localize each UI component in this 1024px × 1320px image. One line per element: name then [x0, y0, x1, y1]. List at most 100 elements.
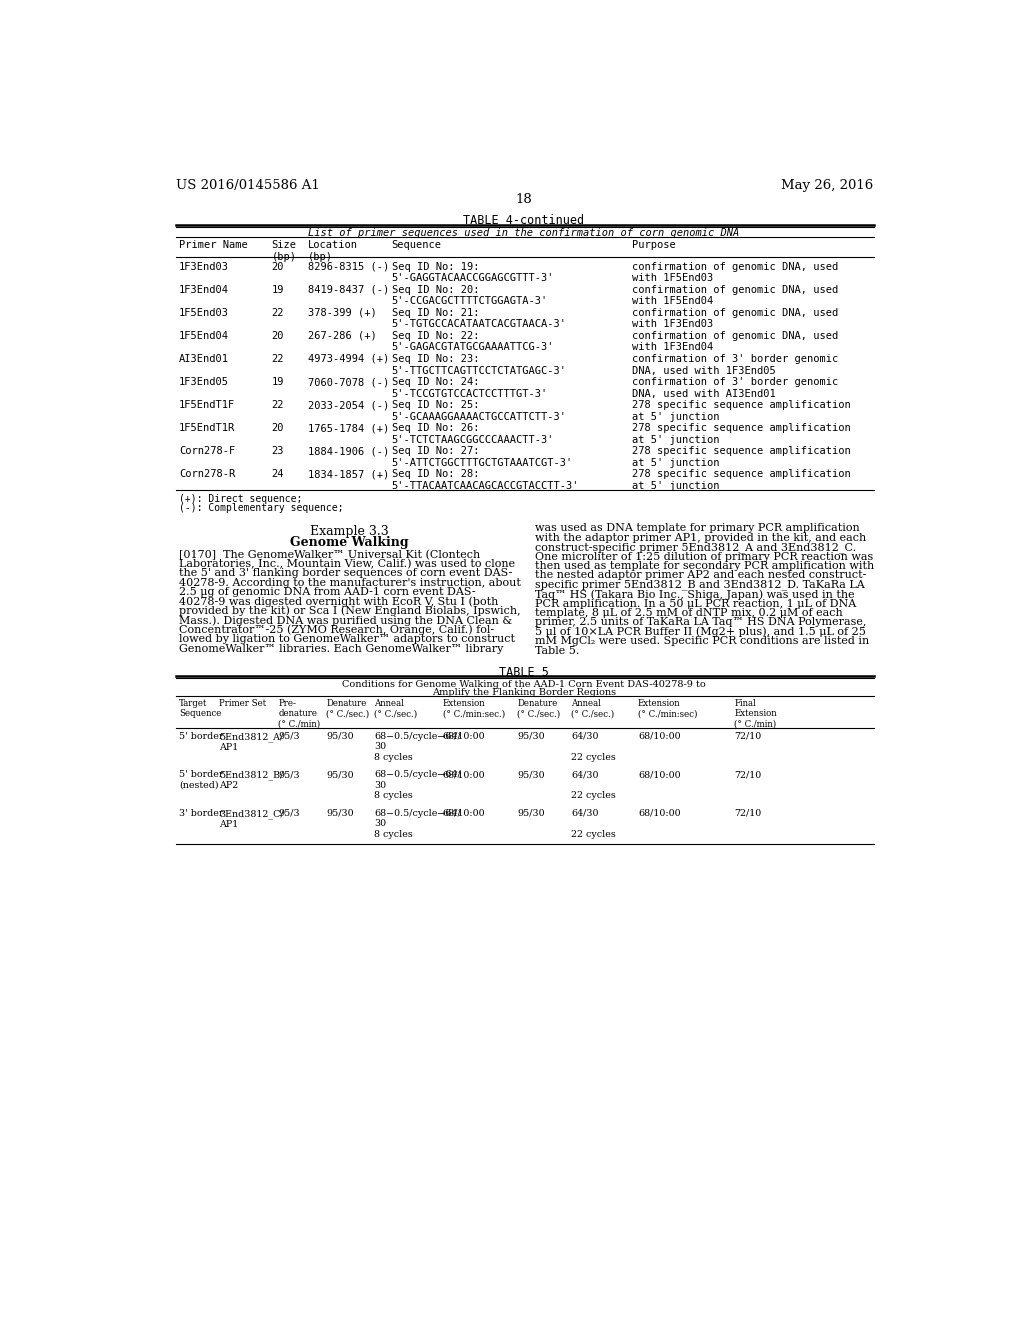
- Text: Size
(bp): Size (bp): [271, 240, 296, 261]
- Text: 1F3End03: 1F3End03: [179, 261, 229, 272]
- Text: template, 8 μL of 2.5 mM of dNTP mix, 0.2 μM of each: template, 8 μL of 2.5 mM of dNTP mix, 0.…: [535, 609, 843, 618]
- Text: GenomeWalker™ libraries. Each GenomeWalker™ library: GenomeWalker™ libraries. Each GenomeWalk…: [179, 644, 504, 653]
- Text: 5' border
(nested): 5' border (nested): [179, 771, 223, 789]
- Text: 267-286 (+): 267-286 (+): [308, 331, 377, 341]
- Text: 95/3: 95/3: [279, 771, 300, 779]
- Text: 95/30: 95/30: [517, 731, 545, 741]
- Text: 3' border: 3' border: [179, 809, 223, 818]
- Text: Example 3.3: Example 3.3: [310, 525, 389, 539]
- Text: 68/10:00: 68/10:00: [638, 771, 681, 779]
- Text: 7060-7078 (-): 7060-7078 (-): [308, 378, 389, 387]
- Text: specific primer 5End3812_B and 3End3812_D. TaKaRa LA: specific primer 5End3812_B and 3End3812_…: [535, 579, 864, 590]
- Text: Concentrator™-25 (ZYMO Research, Orange, Calif.) fol-: Concentrator™-25 (ZYMO Research, Orange,…: [179, 624, 495, 635]
- Text: confirmation of 3' border genomic
DNA, used with 1F3End05: confirmation of 3' border genomic DNA, u…: [632, 354, 838, 376]
- Text: 1F5EndT1R: 1F5EndT1R: [179, 424, 236, 433]
- Text: 5End3812_B/
AP2: 5End3812_B/ AP2: [219, 771, 284, 791]
- Text: construct-specific primer 5End3812_A and 3End3812_C.: construct-specific primer 5End3812_A and…: [535, 543, 856, 553]
- Text: confirmation of genomic DNA, used
with 1F5End04: confirmation of genomic DNA, used with 1…: [632, 285, 838, 306]
- Text: 1834-1857 (+): 1834-1857 (+): [308, 470, 389, 479]
- Text: 68−0.5/cycle→64/
30
8 cycles: 68−0.5/cycle→64/ 30 8 cycles: [375, 809, 461, 838]
- Text: 95/3: 95/3: [279, 731, 300, 741]
- Text: 95/30: 95/30: [517, 809, 545, 818]
- Text: lowed by ligation to GenomeWalker™ adaptors to construct: lowed by ligation to GenomeWalker™ adapt…: [179, 634, 515, 644]
- Text: 22: 22: [271, 308, 284, 318]
- Text: the 5' and 3' flanking border sequences of corn event DAS-: the 5' and 3' flanking border sequences …: [179, 569, 513, 578]
- Text: 5 μl of 10×LA PCR Buffer II (Mg2+ plus), and 1.5 μL of 25: 5 μl of 10×LA PCR Buffer II (Mg2+ plus),…: [535, 627, 865, 638]
- Text: 2.5 μg of genomic DNA from AAD-1 corn event DAS-: 2.5 μg of genomic DNA from AAD-1 corn ev…: [179, 587, 476, 597]
- Text: 19: 19: [271, 378, 284, 387]
- Text: 1F3End04: 1F3End04: [179, 285, 229, 294]
- Text: Seq ID No: 21:
5'-TGTGCCACATAATCACGTAACA-3': Seq ID No: 21: 5'-TGTGCCACATAATCACGTAACA…: [391, 308, 566, 330]
- Text: 95/30: 95/30: [327, 771, 354, 779]
- Text: Amplify the Flanking Border Regions: Amplify the Flanking Border Regions: [432, 688, 616, 697]
- Text: 72/10: 72/10: [734, 809, 761, 818]
- Text: 95/3: 95/3: [279, 809, 300, 818]
- Text: 8419-8437 (-): 8419-8437 (-): [308, 285, 389, 294]
- Text: Denature
(° C./sec.): Denature (° C./sec.): [327, 698, 370, 718]
- Text: 20: 20: [271, 424, 284, 433]
- Text: 1765-1784 (+): 1765-1784 (+): [308, 424, 389, 433]
- Text: Corn278-R: Corn278-R: [179, 470, 236, 479]
- Text: the nested adaptor primer AP2 and each nested construct-: the nested adaptor primer AP2 and each n…: [535, 570, 866, 581]
- Text: One microliter of 1:25 dilution of primary PCR reaction was: One microliter of 1:25 dilution of prima…: [535, 552, 873, 561]
- Text: (-): Complementary sequence;: (-): Complementary sequence;: [179, 503, 344, 513]
- Text: with the adaptor primer AP1, provided in the kit, and each: with the adaptor primer AP1, provided in…: [535, 533, 866, 543]
- Text: Seq ID No: 22:
5'-GAGACGTATGCGAAAATTCG-3': Seq ID No: 22: 5'-GAGACGTATGCGAAAATTCG-3…: [391, 331, 554, 352]
- Text: Corn278-F: Corn278-F: [179, 446, 236, 457]
- Text: 1884-1906 (-): 1884-1906 (-): [308, 446, 389, 457]
- Text: 5End3812_A/
AP1: 5End3812_A/ AP1: [219, 731, 284, 752]
- Text: Final
Extension
(° C./min): Final Extension (° C./min): [734, 698, 776, 729]
- Text: 24: 24: [271, 470, 284, 479]
- Text: 68/10:00: 68/10:00: [442, 809, 485, 818]
- Text: 4973-4994 (+): 4973-4994 (+): [308, 354, 389, 364]
- Text: TABLE 5: TABLE 5: [499, 665, 549, 678]
- Text: Taq™ HS (Takara Bio Inc., Shiga, Japan) was used in the: Taq™ HS (Takara Bio Inc., Shiga, Japan) …: [535, 589, 854, 599]
- Text: 3End3812_C/
AP1: 3End3812_C/ AP1: [219, 809, 284, 829]
- Text: 68/10:00: 68/10:00: [638, 809, 681, 818]
- Text: Anneal
(° C./sec.): Anneal (° C./sec.): [375, 698, 418, 718]
- Text: TABLE 4-continued: TABLE 4-continued: [464, 214, 585, 227]
- Text: 20: 20: [271, 261, 284, 272]
- Text: Seq ID No: 23:
5'-TTGCTTCAGTTCCTCTATGAGC-3': Seq ID No: 23: 5'-TTGCTTCAGTTCCTCTATGAGC…: [391, 354, 566, 376]
- Text: 95/30: 95/30: [327, 731, 354, 741]
- Text: 64/30

22 cycles: 64/30 22 cycles: [571, 771, 616, 800]
- Text: [0170]  The GenomeWalker™ Universal Kit (Clontech: [0170] The GenomeWalker™ Universal Kit (…: [179, 549, 480, 560]
- Text: 64/30

22 cycles: 64/30 22 cycles: [571, 731, 616, 762]
- Text: Genome Walking: Genome Walking: [291, 536, 409, 549]
- Text: Anneal
(° C./sec.): Anneal (° C./sec.): [571, 698, 614, 718]
- Text: mM MgCl₂ were used. Specific PCR conditions are listed in: mM MgCl₂ were used. Specific PCR conditi…: [535, 636, 869, 645]
- Text: 95/30: 95/30: [517, 771, 545, 779]
- Text: 278 specific sequence amplification
at 5' junction: 278 specific sequence amplification at 5…: [632, 446, 851, 469]
- Text: 1F5EndT1F: 1F5EndT1F: [179, 400, 236, 411]
- Text: confirmation of genomic DNA, used
with 1F3End03: confirmation of genomic DNA, used with 1…: [632, 308, 838, 330]
- Text: Seq ID No: 19:
5'-GAGGTACAACCGGAGCGTTT-3': Seq ID No: 19: 5'-GAGGTACAACCGGAGCGTTT-3…: [391, 261, 554, 284]
- Text: 1F5End03: 1F5End03: [179, 308, 229, 318]
- Text: 23: 23: [271, 446, 284, 457]
- Text: Seq ID No: 26:
5'-TCTCTAAGCGGCCCAAACTT-3': Seq ID No: 26: 5'-TCTCTAAGCGGCCCAAACTT-3…: [391, 424, 554, 445]
- Text: Extension
(° C./min:sec.): Extension (° C./min:sec.): [442, 698, 505, 718]
- Text: 68/10:00: 68/10:00: [638, 731, 681, 741]
- Text: Pre-
denature
(° C./min): Pre- denature (° C./min): [279, 698, 321, 729]
- Text: Seq ID No: 28:
5'-TTACAATCAACAGCACCGTACCTT-3': Seq ID No: 28: 5'-TTACAATCAACAGCACCGTACC…: [391, 470, 579, 491]
- Text: 2033-2054 (-): 2033-2054 (-): [308, 400, 389, 411]
- Text: Target
Sequence: Target Sequence: [179, 698, 221, 718]
- Text: 22: 22: [271, 354, 284, 364]
- Text: 278 specific sequence amplification
at 5' junction: 278 specific sequence amplification at 5…: [632, 400, 851, 422]
- Text: Primer Name: Primer Name: [179, 240, 248, 249]
- Text: Seq ID No: 24:
5'-TCCGTGTCCACTCCTTTGT-3': Seq ID No: 24: 5'-TCCGTGTCCACTCCTTTGT-3': [391, 378, 548, 399]
- Text: 72/10: 72/10: [734, 731, 761, 741]
- Text: Primer Set: Primer Set: [219, 698, 266, 708]
- Text: Seq ID No: 20:
5'-CCGACGCTTTTCTGGAGTA-3': Seq ID No: 20: 5'-CCGACGCTTTTCTGGAGTA-3': [391, 285, 548, 306]
- Text: List of primer sequences used in the confirmation of corn genomic DNA: List of primer sequences used in the con…: [308, 228, 739, 239]
- Text: 22: 22: [271, 400, 284, 411]
- Text: 40278-9 was digested overnight with EcoR V, Stu I (both: 40278-9 was digested overnight with EcoR…: [179, 597, 499, 607]
- Text: PCR amplification. In a 50 μL PCR reaction, 1 μL of DNA: PCR amplification. In a 50 μL PCR reacti…: [535, 598, 856, 609]
- Text: 40278-9. According to the manufacturer's instruction, about: 40278-9. According to the manufacturer's…: [179, 578, 521, 587]
- Text: confirmation of 3' border genomic
DNA, used with AI3End01: confirmation of 3' border genomic DNA, u…: [632, 378, 838, 399]
- Text: 1F3End05: 1F3End05: [179, 378, 229, 387]
- Text: Seq ID No: 25:
5'-GCAAAGGAAAACTGCCATTCTT-3': Seq ID No: 25: 5'-GCAAAGGAAAACTGCCATTCTT…: [391, 400, 566, 422]
- Text: (+): Direct sequence;: (+): Direct sequence;: [179, 494, 302, 504]
- Text: Table 5.: Table 5.: [535, 645, 580, 656]
- Text: Mass.). Digested DNA was purified using the DNA Clean &: Mass.). Digested DNA was purified using …: [179, 615, 512, 626]
- Text: 68/10:00: 68/10:00: [442, 731, 485, 741]
